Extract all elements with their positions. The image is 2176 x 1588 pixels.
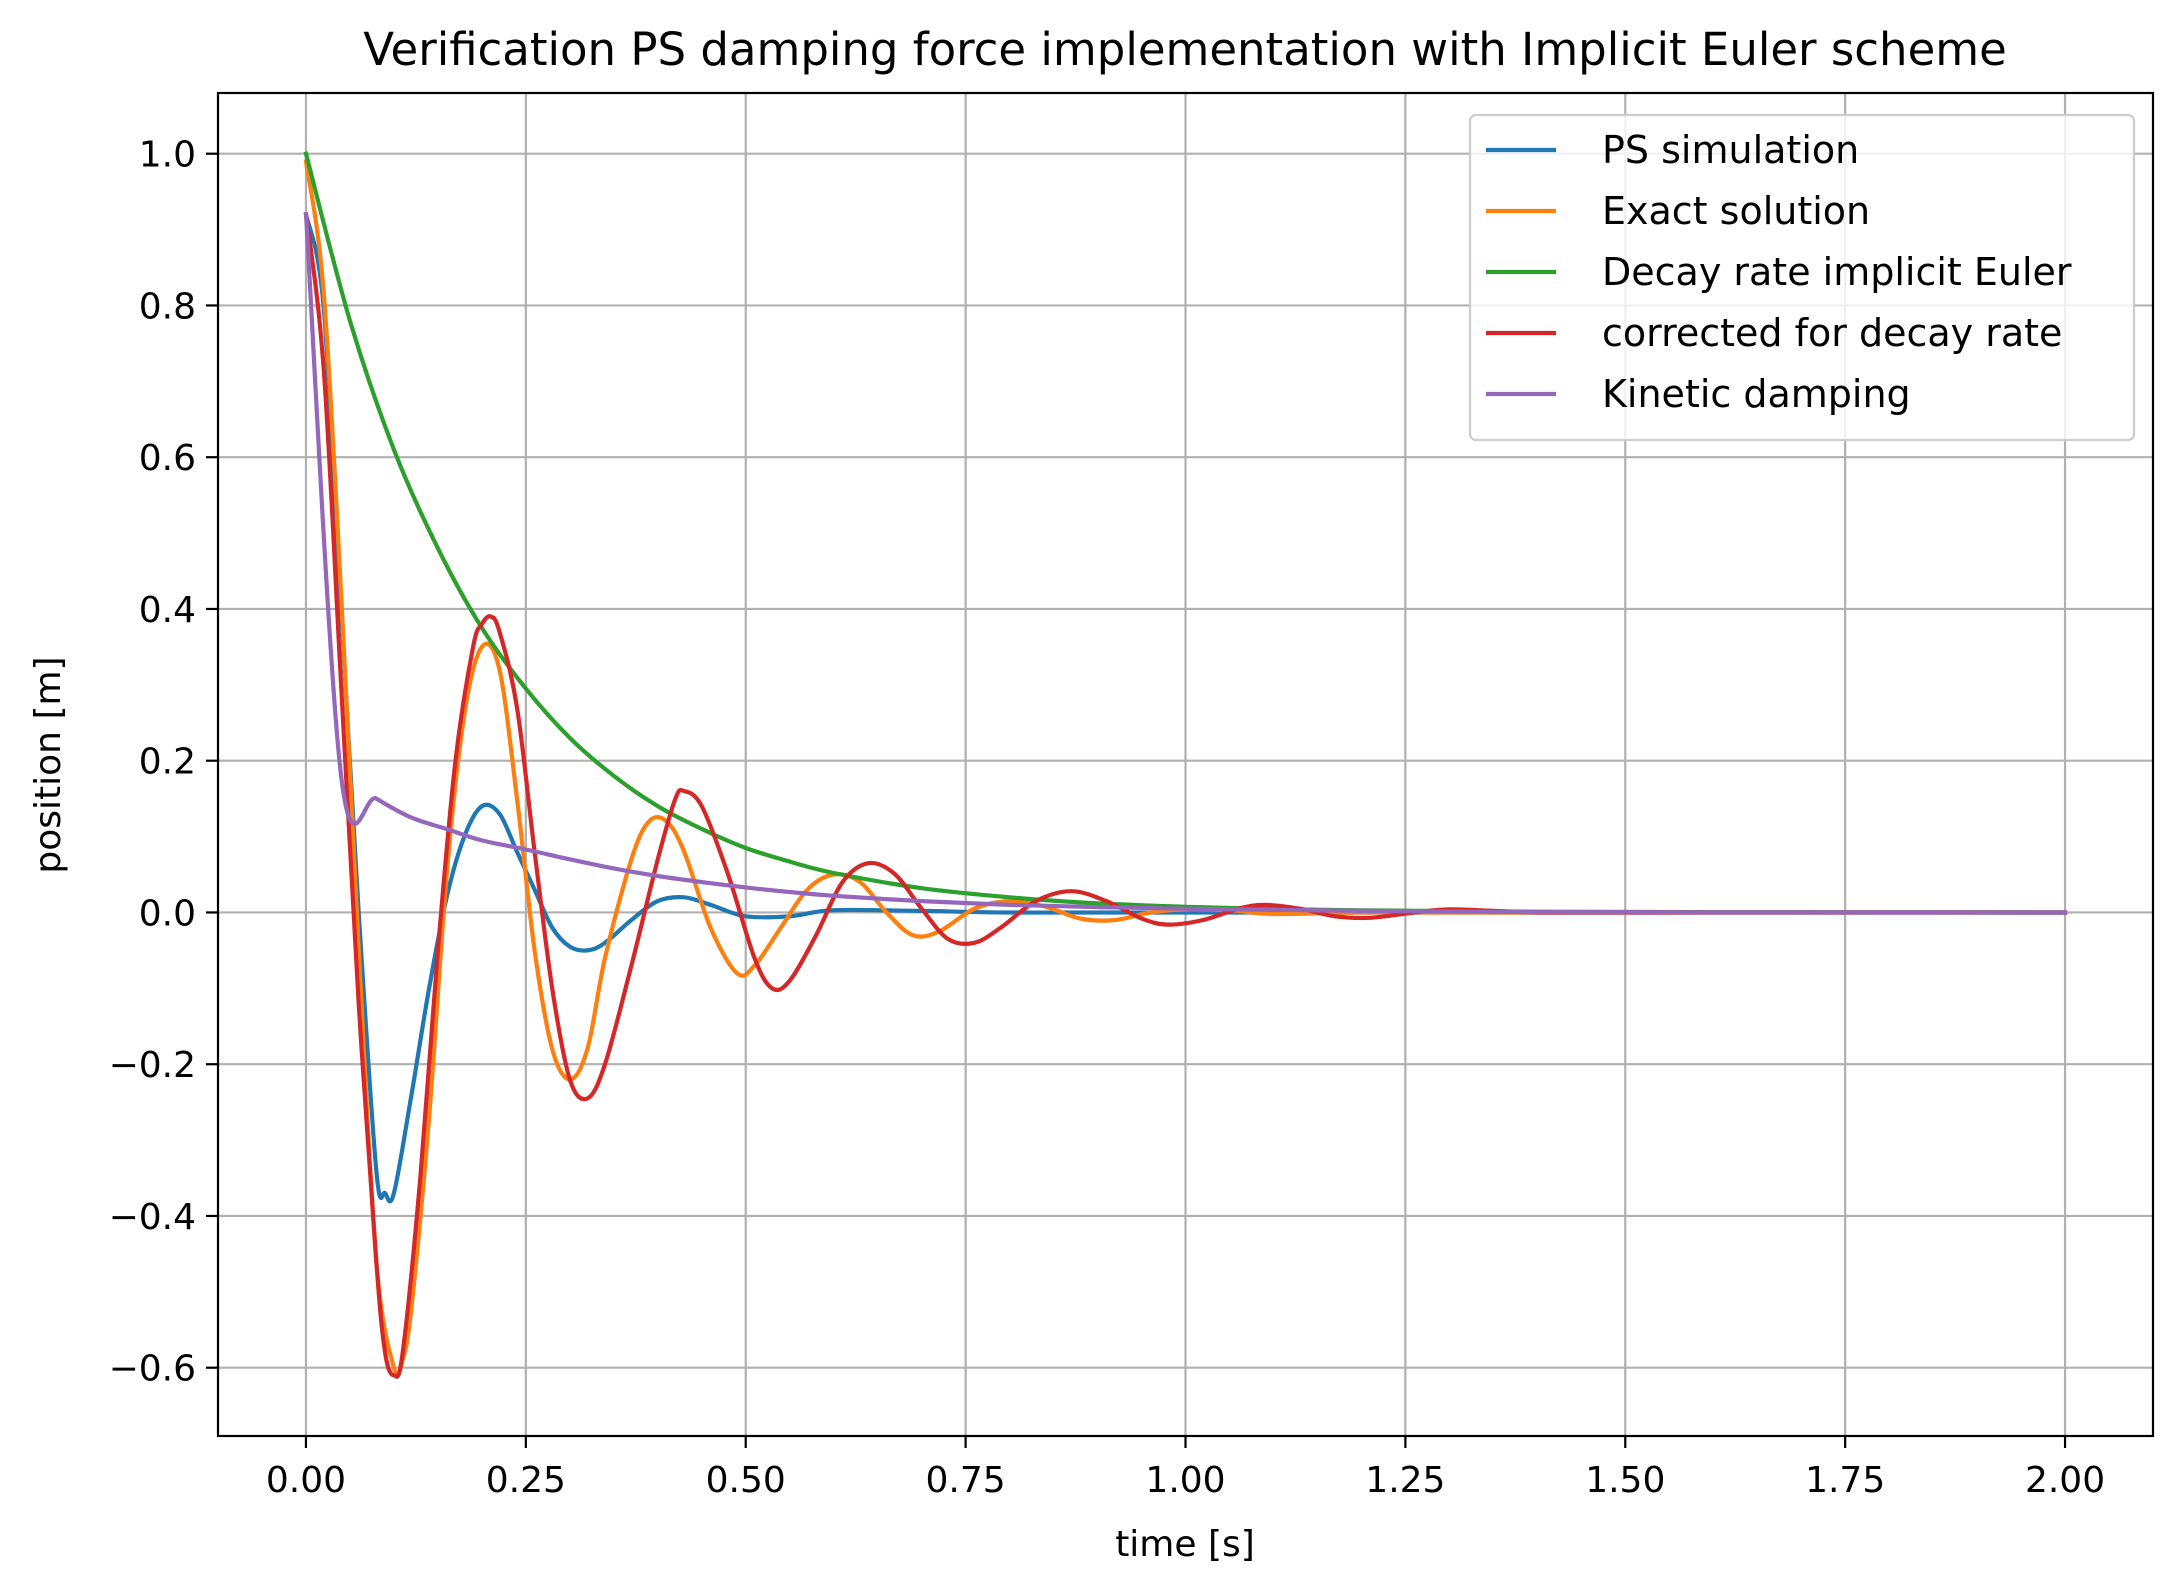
series-line-kinetic-damping [303, 212, 2068, 915]
plot-series [303, 151, 2068, 1379]
series-line-corrected-for-decay-rate [303, 212, 2068, 1379]
legend-box [1468, 113, 2136, 442]
x-tick-label: 1.50 [1585, 1460, 1665, 1501]
legend-label-exact-solution: Exact solution [1602, 189, 1870, 233]
x-axis-label: time [s] [1115, 1524, 1255, 1565]
x-tick-label: 1.00 [1145, 1460, 1225, 1501]
legend-label-kinetic-damping: Kinetic damping [1602, 372, 1911, 416]
x-tick-label: 1.75 [1805, 1460, 1885, 1501]
chart-title: Verification PS damping force implementa… [363, 23, 2007, 76]
y-tick-label: 0.6 [139, 438, 196, 479]
series-line-ps-simulation [303, 211, 2068, 1204]
y-axis-label: position [m] [28, 656, 69, 873]
y-tick-label: −0.4 [109, 1197, 196, 1238]
x-tick-label: 1.25 [1365, 1460, 1445, 1501]
y-tick-label: 0.4 [139, 590, 196, 631]
x-tick-label: 0.75 [926, 1460, 1006, 1501]
y-tick-label: 0.2 [139, 742, 196, 783]
y-tick-label: 0.0 [139, 893, 196, 934]
y-tick-label: 0.8 [139, 286, 196, 327]
x-tick-label: 2.00 [2025, 1460, 2105, 1501]
y-tick-label: 1.0 [139, 135, 196, 176]
x-tick-label: 0.00 [266, 1460, 346, 1501]
x-tick-label: 0.50 [706, 1460, 786, 1501]
y-tick-label: −0.6 [109, 1349, 196, 1390]
axis-ticks: 0.00 0.25 0.50 0.75 1.00 1.25 1.50 1.75 2.00 −0.6… [109, 135, 2106, 1501]
x-tick-label: 0.25 [486, 1460, 566, 1501]
legend-label-corrected-for-decay-rate: corrected for decay rate [1602, 311, 2062, 355]
legend-label-ps-simulation: PS simulation [1602, 128, 1859, 172]
legend: PS simulation Exact solution Decay rate im… [1468, 113, 2136, 442]
y-tick-label: −0.2 [109, 1045, 196, 1086]
legend-label-decay-rate-implicit-euler: Decay rate implicit Euler [1602, 250, 2072, 294]
